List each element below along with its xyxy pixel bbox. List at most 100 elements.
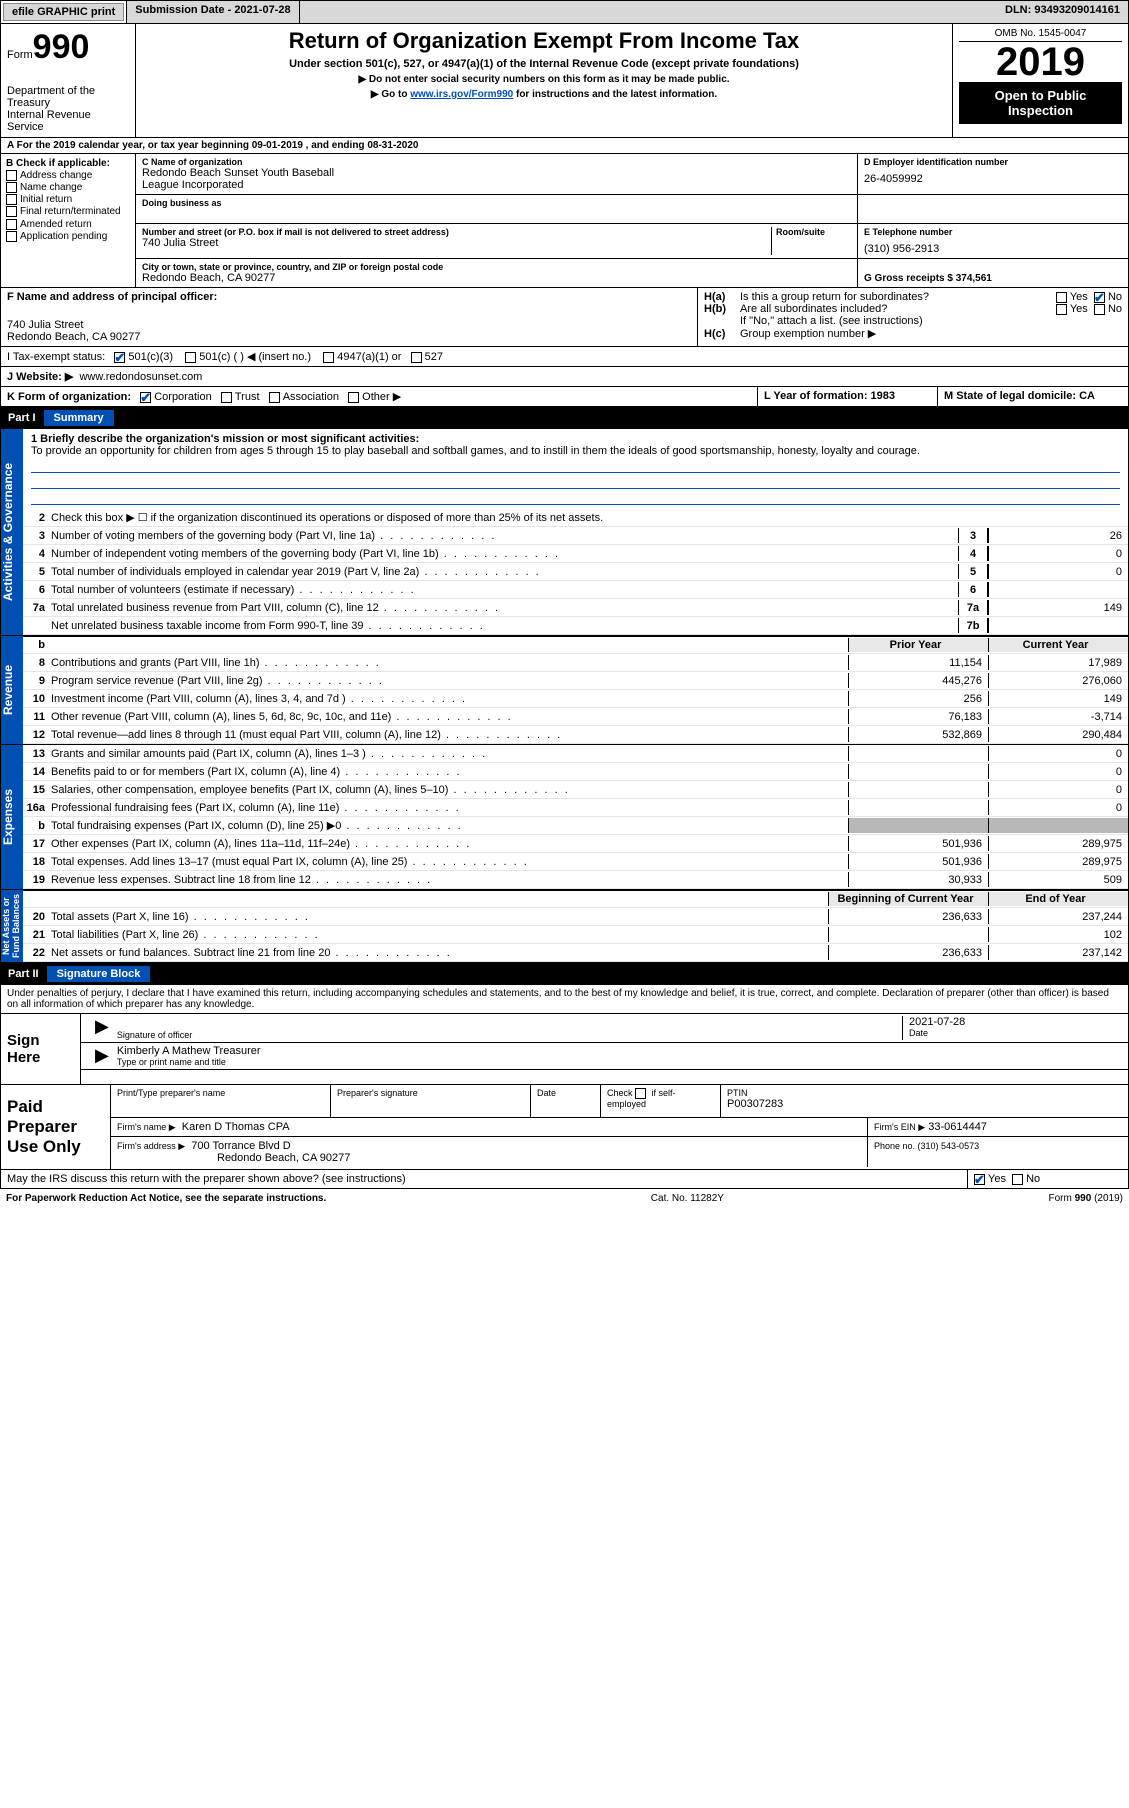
vtab-net-assets: Net Assets or Fund Balances bbox=[1, 890, 23, 962]
firm-name: Karen D Thomas CPA bbox=[182, 1121, 290, 1133]
rev-line: 11Other revenue (Part VIII, column (A), … bbox=[23, 708, 1128, 726]
gov-line: 7aTotal unrelated business revenue from … bbox=[23, 599, 1128, 617]
gross-receipts: G Gross receipts $ 374,561 bbox=[864, 273, 992, 284]
ein-value: 26-4059992 bbox=[864, 173, 1122, 185]
section-net-assets: Net Assets or Fund Balances Beginning of… bbox=[0, 890, 1129, 963]
paid-preparer-label: Paid Preparer Use Only bbox=[1, 1085, 111, 1169]
cat-no: Cat. No. 11282Y bbox=[651, 1193, 724, 1204]
ssn-note: ▶ Do not enter social security numbers o… bbox=[142, 74, 946, 85]
rev-line: 8Contributions and grants (Part VIII, li… bbox=[23, 654, 1128, 672]
page-footer: For Paperwork Reduction Act Notice, see … bbox=[0, 1189, 1129, 1208]
rev-line: 10Investment income (Part VIII, column (… bbox=[23, 690, 1128, 708]
begin-year-hdr: Beginning of Current Year bbox=[828, 892, 988, 906]
signer-name-label: Type or print name and title bbox=[117, 1057, 1122, 1067]
gov-line: 4Number of independent voting members of… bbox=[23, 545, 1128, 563]
org-name: Redondo Beach Sunset Youth Baseball Leag… bbox=[142, 167, 851, 191]
exp-line: bTotal fundraising expenses (Part IX, co… bbox=[23, 817, 1128, 835]
block-fh: F Name and address of principal officer:… bbox=[0, 288, 1129, 347]
ein-label: D Employer identification number bbox=[864, 157, 1122, 167]
net-line: 20Total assets (Part X, line 16)236,6332… bbox=[23, 908, 1128, 926]
part1-header: Part ISummary bbox=[0, 407, 1129, 429]
tax-exempt-label: I Tax-exempt status: bbox=[7, 351, 105, 363]
form-title: Return of Organization Exempt From Incom… bbox=[142, 28, 946, 54]
sign-here-label: Sign Here bbox=[1, 1014, 81, 1084]
exp-line: 16aProfessional fundraising fees (Part I… bbox=[23, 799, 1128, 817]
section-governance: Activities & Governance 1 Briefly descri… bbox=[0, 429, 1129, 636]
chk-501c[interactable] bbox=[185, 352, 196, 363]
col-b: B Check if applicable: Address change Na… bbox=[1, 154, 136, 287]
hb-text: Are all subordinates included? bbox=[740, 303, 1056, 315]
col-b-header: B Check if applicable: bbox=[6, 158, 110, 169]
chk-address-change[interactable] bbox=[6, 170, 17, 181]
hb-yes[interactable] bbox=[1056, 304, 1067, 315]
line-f-label: F Name and address of principal officer: bbox=[7, 291, 217, 303]
form-org-label: K Form of organization: bbox=[7, 391, 131, 403]
efile-print-button[interactable]: efile GRAPHIC print bbox=[3, 3, 124, 21]
arrow-icon: ▶ bbox=[87, 1045, 117, 1067]
chk-final-return[interactable] bbox=[6, 206, 17, 217]
exp-line: 18Total expenses. Add lines 13–17 (must … bbox=[23, 853, 1128, 871]
chk-501c3[interactable] bbox=[114, 352, 125, 363]
hb-note: If "No," attach a list. (see instruction… bbox=[704, 315, 1122, 327]
line-j: J Website: ▶ www.redondosunset.com bbox=[0, 367, 1129, 387]
gov-line: 2Check this box ▶ ☐ if the organization … bbox=[23, 509, 1128, 527]
form-word: Form bbox=[7, 49, 33, 61]
discuss-row: May the IRS discuss this return with the… bbox=[0, 1170, 1129, 1189]
exp-line: 15Salaries, other compensation, employee… bbox=[23, 781, 1128, 799]
end-year-hdr: End of Year bbox=[988, 892, 1128, 906]
rev-line: 9Program service revenue (Part VIII, lin… bbox=[23, 672, 1128, 690]
firm-ein: 33-0614447 bbox=[928, 1121, 987, 1133]
irs-link[interactable]: www.irs.gov/Form990 bbox=[410, 89, 513, 100]
form-header: Form990 Department of the Treasury Inter… bbox=[0, 24, 1129, 138]
ptin-value: P00307283 bbox=[727, 1098, 1122, 1110]
firm-addr2: Redondo Beach, CA 90277 bbox=[117, 1152, 861, 1164]
firm-addr1: 700 Torrance Blvd D bbox=[191, 1140, 290, 1152]
officer-addr2: Redondo Beach, CA 90277 bbox=[7, 331, 691, 343]
part2-header: Part IISignature Block bbox=[0, 963, 1129, 985]
dept-treasury: Department of the Treasury Internal Reve… bbox=[7, 85, 129, 133]
discuss-yes[interactable] bbox=[974, 1174, 985, 1185]
discuss-text: May the IRS discuss this return with the… bbox=[7, 1173, 406, 1185]
ha-no[interactable] bbox=[1094, 292, 1105, 303]
firm-phone: Phone no. (310) 543-0573 bbox=[874, 1141, 979, 1151]
mission-text: To provide an opportunity for children f… bbox=[31, 445, 1120, 457]
vtab-expenses: Expenses bbox=[1, 745, 23, 889]
sig-date-label: Date bbox=[909, 1028, 1122, 1038]
chk-other[interactable] bbox=[348, 392, 359, 403]
rev-line: 12Total revenue—add lines 8 through 11 (… bbox=[23, 726, 1128, 744]
jurat-text: Under penalties of perjury, I declare th… bbox=[0, 985, 1129, 1014]
dba-label: Doing business as bbox=[142, 198, 851, 208]
ha-yes[interactable] bbox=[1056, 292, 1067, 303]
chk-self-employed[interactable] bbox=[635, 1088, 646, 1099]
chk-association[interactable] bbox=[269, 392, 280, 403]
chk-corporation[interactable] bbox=[140, 392, 151, 403]
city-state-zip: Redondo Beach, CA 90277 bbox=[142, 272, 851, 284]
gov-line: Net unrelated business taxable income fr… bbox=[23, 617, 1128, 635]
arrow-icon: ▶ bbox=[87, 1016, 117, 1040]
chk-amended[interactable] bbox=[6, 219, 17, 230]
tax-year: 2019 bbox=[959, 42, 1122, 82]
block-bcd: B Check if applicable: Address change Na… bbox=[0, 154, 1129, 288]
chk-initial-return[interactable] bbox=[6, 194, 17, 205]
discuss-no[interactable] bbox=[1012, 1174, 1023, 1185]
exp-line: 17Other expenses (Part IX, column (A), l… bbox=[23, 835, 1128, 853]
sig-date: 2021-07-28 bbox=[909, 1016, 1122, 1028]
city-label: City or town, state or province, country… bbox=[142, 262, 851, 272]
chk-trust[interactable] bbox=[221, 392, 232, 403]
state-domicile: M State of legal domicile: CA bbox=[944, 390, 1095, 402]
section-expenses: Expenses 13Grants and similar amounts pa… bbox=[0, 745, 1129, 890]
pra-notice: For Paperwork Reduction Act Notice, see … bbox=[6, 1193, 326, 1204]
hb-no[interactable] bbox=[1094, 304, 1105, 315]
gov-line: 6Total number of volunteers (estimate if… bbox=[23, 581, 1128, 599]
exp-line: 14Benefits paid to or for members (Part … bbox=[23, 763, 1128, 781]
form-subtitle: Under section 501(c), 527, or 4947(a)(1)… bbox=[142, 58, 946, 70]
exp-line: 13Grants and similar amounts paid (Part … bbox=[23, 745, 1128, 763]
vtab-governance: Activities & Governance bbox=[1, 429, 23, 635]
chk-527[interactable] bbox=[411, 352, 422, 363]
open-public: Open to Public Inspection bbox=[959, 82, 1122, 124]
year-formation: L Year of formation: 1983 bbox=[764, 390, 895, 402]
form-ref: Form 990 (2019) bbox=[1049, 1193, 1123, 1204]
chk-4947[interactable] bbox=[323, 352, 334, 363]
chk-name-change[interactable] bbox=[6, 182, 17, 193]
chk-app-pending[interactable] bbox=[6, 231, 17, 242]
